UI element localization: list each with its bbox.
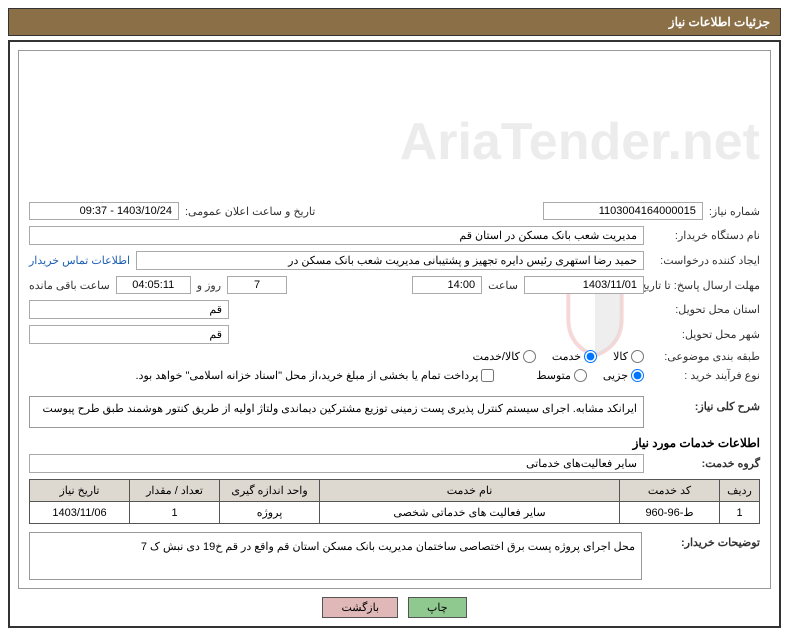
table-row: 1 ط-96-960 سایر فعالیت های خدماتی شخصی پ…	[30, 502, 760, 524]
th-qty: تعداد / مقدار	[130, 480, 220, 502]
requester-value: حمید رضا استهری رئیس دایره تجهیز و پشتیب…	[136, 251, 644, 270]
buyer-contact-link[interactable]: اطلاعات تماس خریدار	[29, 254, 130, 267]
cell-row: 1	[720, 502, 760, 524]
need-desc-label: شرح کلی نیاز:	[650, 396, 760, 413]
announce-label: تاریخ و ساعت اعلان عمومی:	[185, 205, 315, 218]
delivery-province-label: استان محل تحویل:	[650, 303, 760, 316]
deadline-time-label: ساعت	[488, 279, 518, 292]
category-radio-group: کالا خدمت کالا/خدمت	[473, 350, 644, 363]
buyer-note-label: توضیحات خریدار:	[650, 532, 760, 549]
delivery-city-label: شهر محل تحویل:	[650, 328, 760, 341]
need-number-label: شماره نیاز:	[709, 205, 760, 218]
category-option-service[interactable]: خدمت	[552, 350, 597, 363]
deadline-remain-label: ساعت باقی مانده	[29, 279, 110, 292]
th-name: نام خدمت	[320, 480, 620, 502]
th-code: کد خدمت	[620, 480, 720, 502]
table-header-row: ردیف کد خدمت نام خدمت واحد اندازه گیری ت…	[30, 480, 760, 502]
deadline-days-suffix: روز و	[197, 279, 221, 292]
process-option-minor[interactable]: جزیی	[603, 369, 644, 382]
buyer-org-value: مدیریت شعب بانک مسکن در استان قم	[29, 226, 644, 245]
th-unit: واحد اندازه گیری	[220, 480, 320, 502]
back-button[interactable]: بازگشت	[322, 597, 398, 618]
cell-name: سایر فعالیت های خدماتی شخصی	[320, 502, 620, 524]
service-group-value: سایر فعالیت‌های خدماتی	[29, 454, 644, 473]
page-header: جزئیات اطلاعات نیاز	[8, 8, 781, 36]
delivery-province-value: قم	[29, 300, 229, 319]
category-option-both-label: کالا/خدمت	[473, 350, 520, 363]
category-label: طبقه بندی موضوعی:	[650, 350, 760, 363]
process-type-radio-group: جزیی متوسط	[536, 369, 644, 382]
buyer-note-box: محل اجرای پروژه پست برق اختصاصی ساختمان …	[29, 532, 642, 580]
print-button[interactable]: چاپ	[408, 597, 467, 618]
category-radio-service[interactable]	[584, 350, 597, 363]
deadline-date: 1403/11/01	[524, 276, 644, 294]
process-radio-medium[interactable]	[574, 369, 587, 382]
deadline-label: مهلت ارسال پاسخ: تا تاریخ:	[650, 279, 760, 292]
cell-unit: پروژه	[220, 502, 320, 524]
category-radio-both[interactable]	[523, 350, 536, 363]
category-option-goods[interactable]: کالا	[613, 350, 644, 363]
need-desc-box: ایرانکد مشابه. اجرای سیستم کنترل پذیری پ…	[29, 396, 644, 428]
deadline-days: 7	[227, 276, 287, 294]
th-date: تاریخ نیاز	[30, 480, 130, 502]
page-title: جزئیات اطلاعات نیاز	[669, 15, 770, 29]
category-option-goods-label: کالا	[613, 350, 628, 363]
delivery-city-value: قم	[29, 325, 229, 344]
category-option-service-label: خدمت	[552, 350, 581, 363]
process-option-medium-label: متوسط	[536, 369, 571, 382]
service-group-label: گروه خدمت:	[650, 457, 760, 470]
process-option-medium[interactable]: متوسط	[536, 369, 587, 382]
deadline-time: 14:00	[412, 276, 482, 294]
button-row: چاپ بازگشت	[18, 597, 771, 618]
cell-date: 1403/11/06	[30, 502, 130, 524]
announce-value: 1403/10/24 - 09:37	[29, 202, 179, 220]
cell-qty: 1	[130, 502, 220, 524]
process-option-minor-label: جزیی	[603, 369, 628, 382]
inner-frame: AriaTender.net شماره نیاز: 1103004164000…	[18, 50, 771, 589]
process-note-check[interactable]: پرداخت تمام یا بخشی از مبلغ خرید،از محل …	[136, 369, 495, 382]
requester-label: ایجاد کننده درخواست:	[650, 254, 760, 267]
services-section-title: اطلاعات خدمات مورد نیاز	[29, 436, 760, 450]
cell-code: ط-96-960	[620, 502, 720, 524]
need-number-value: 1103004164000015	[543, 202, 703, 220]
services-table: ردیف کد خدمت نام خدمت واحد اندازه گیری ت…	[29, 479, 760, 524]
process-type-label: نوع فرآیند خرید :	[650, 369, 760, 382]
process-radio-minor[interactable]	[631, 369, 644, 382]
deadline-remain-time: 04:05:11	[116, 276, 191, 294]
th-row: ردیف	[720, 480, 760, 502]
watermark-text: AriaTender.net	[29, 112, 760, 172]
outer-frame: AriaTender.net شماره نیاز: 1103004164000…	[8, 40, 781, 628]
buyer-org-label: نام دستگاه خریدار:	[650, 229, 760, 242]
process-note-text: پرداخت تمام یا بخشی از مبلغ خرید،از محل …	[136, 369, 479, 382]
category-radio-goods[interactable]	[631, 350, 644, 363]
process-note-checkbox[interactable]	[481, 369, 494, 382]
category-option-both[interactable]: کالا/خدمت	[473, 350, 536, 363]
